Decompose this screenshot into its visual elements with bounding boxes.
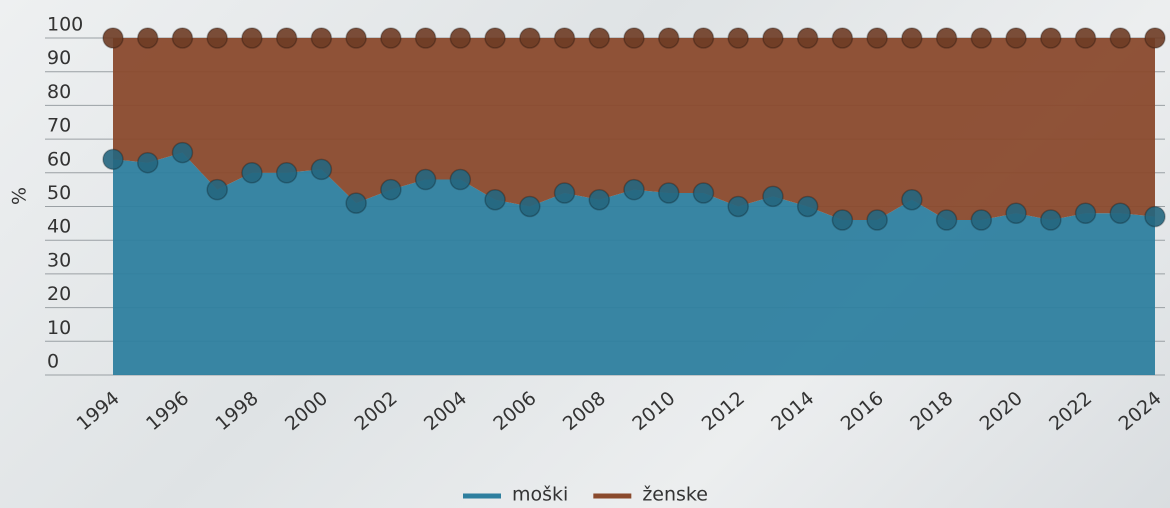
point (866, 209, 888, 231)
point (866, 27, 888, 49)
point (935, 209, 958, 231)
point (414, 27, 437, 49)
y-tick-label: 70 (47, 115, 71, 137)
x-tick-label: 2000 (281, 387, 332, 435)
point (241, 27, 263, 49)
x-tick-label: 2022 (1045, 387, 1096, 435)
point (970, 209, 993, 231)
point (345, 27, 367, 49)
x-tick-label: 2010 (628, 387, 679, 435)
x-tick-label: 2020 (976, 387, 1027, 435)
point (796, 27, 819, 49)
point (206, 27, 228, 49)
y-tick-label: 80 (47, 81, 71, 103)
point (623, 27, 645, 49)
point (657, 182, 680, 204)
point (1074, 202, 1097, 224)
point (1074, 27, 1097, 49)
point (1144, 27, 1166, 49)
point (1109, 27, 1132, 49)
point (657, 27, 680, 49)
y-tick-label: 0 (47, 351, 59, 373)
x-tick-label: 2014 (767, 387, 818, 435)
x-tick-label: 2016 (837, 387, 888, 435)
y-tick-label: 20 (47, 283, 71, 305)
point (553, 27, 576, 49)
point (136, 27, 159, 49)
x-tick-label: 2006 (489, 387, 540, 435)
x-tick-label: 2024 (1115, 387, 1166, 435)
point (1005, 27, 1027, 49)
point (519, 27, 541, 49)
point (935, 27, 958, 49)
x-tick-label: 1994 (73, 387, 124, 435)
y-tick-label: 40 (47, 216, 71, 238)
point (484, 27, 506, 49)
point (136, 151, 159, 174)
point (380, 178, 402, 201)
y-tick-label: 10 (47, 317, 71, 339)
area (113, 152, 1155, 375)
point (102, 148, 124, 171)
point (275, 162, 298, 184)
y-tick-label: 50 (47, 182, 71, 204)
point (241, 162, 263, 184)
point (310, 158, 333, 181)
point (762, 27, 784, 49)
y-tick-label: 100 (47, 14, 83, 36)
y-axis-label: % (9, 187, 31, 205)
point (171, 141, 194, 164)
point (380, 27, 402, 49)
point (1144, 205, 1166, 228)
point (102, 27, 124, 49)
point (275, 27, 298, 49)
point (519, 195, 541, 218)
point (831, 209, 854, 231)
point (588, 27, 611, 49)
x-tick-label: 2018 (906, 387, 957, 435)
point (449, 27, 472, 49)
x-tick-label: 1998 (211, 387, 262, 435)
y-tick-label: 90 (47, 47, 71, 69)
x-tick-label: 2002 (350, 387, 401, 435)
point (623, 178, 645, 201)
point (901, 189, 923, 211)
x-tick-label: 1996 (142, 387, 193, 435)
point (588, 189, 611, 211)
point (762, 185, 784, 208)
point (692, 182, 715, 204)
x-tick-label: 2004 (420, 387, 471, 435)
point (901, 27, 923, 49)
legend-label: ženske (642, 484, 708, 506)
point (796, 195, 819, 218)
x-tick-label: 2012 (698, 387, 749, 435)
point (692, 27, 715, 49)
point (171, 27, 194, 49)
point (449, 168, 472, 191)
x-tick-label: 2008 (559, 387, 610, 435)
point (1109, 202, 1132, 224)
point (310, 27, 333, 49)
point (1005, 202, 1027, 224)
area (113, 38, 1155, 220)
legend-label: moški (512, 484, 568, 506)
y-tick-label: 30 (47, 249, 71, 271)
point (414, 168, 437, 191)
point (831, 27, 854, 49)
point (206, 178, 228, 201)
point (1040, 27, 1062, 49)
point (553, 182, 576, 204)
y-tick-label: 60 (47, 148, 71, 170)
point (1040, 209, 1062, 231)
point (970, 27, 993, 49)
point (727, 27, 749, 49)
point (727, 195, 749, 218)
point (484, 189, 506, 211)
point (345, 192, 367, 214)
